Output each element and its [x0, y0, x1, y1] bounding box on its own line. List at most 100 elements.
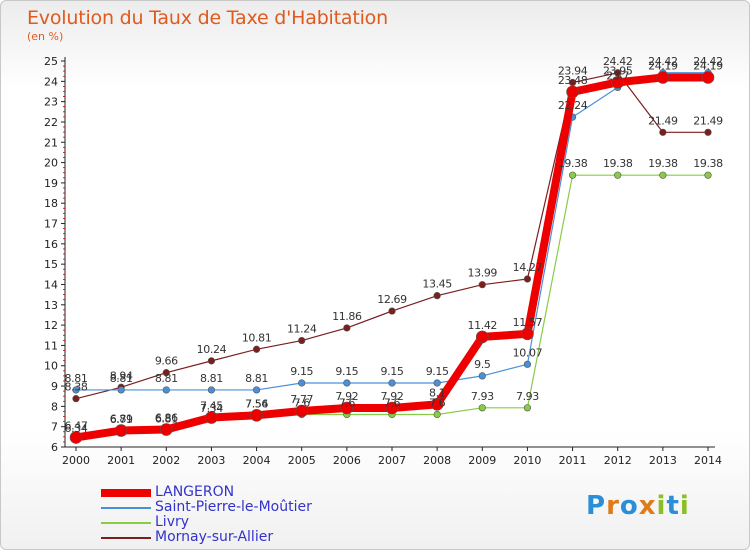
data-label: 14.27 [513, 261, 543, 274]
logo-letter: i [656, 491, 667, 521]
y-tick-label: 16 [44, 238, 58, 251]
data-label: 7.6 [384, 396, 401, 409]
data-label: 6.34 [65, 422, 88, 435]
data-point [388, 379, 396, 387]
data-label: 11.57 [513, 316, 543, 329]
data-point [566, 85, 579, 99]
data-point [340, 401, 354, 415]
data-point [430, 398, 444, 411]
data-label: 8.38 [65, 381, 88, 394]
data-point [478, 281, 486, 289]
data-point [475, 330, 489, 344]
y-tick-label: 20 [44, 157, 58, 170]
data-point [252, 345, 261, 353]
data-label: 21.49 [693, 114, 723, 127]
data-label: 24.19 [648, 59, 678, 72]
chart-unit: (en %) [27, 30, 64, 43]
data-label: 10.07 [513, 346, 543, 359]
data-label: 21.49 [648, 114, 678, 127]
legend-swatch [101, 522, 151, 524]
data-point [207, 386, 216, 394]
data-label: 9.5 [474, 358, 491, 371]
data-point [114, 424, 128, 437]
data-point [433, 379, 441, 387]
proxiti-logo: Proxiti [586, 491, 690, 521]
data-point [385, 401, 399, 415]
data-label: 8.81 [65, 372, 88, 385]
data-label: 24.42 [648, 55, 678, 68]
data-label: 9.15 [290, 365, 313, 378]
data-label: 7.45 [200, 400, 223, 413]
data-label: 9.15 [426, 365, 449, 378]
data-point [298, 336, 306, 345]
data-label: 6.79 [110, 413, 133, 426]
x-tick-label: 2008 [423, 454, 451, 467]
data-point [704, 171, 712, 179]
data-label: 7.56 [245, 397, 268, 410]
y-tick-label: 23 [44, 96, 58, 109]
x-tick-label: 2014 [694, 454, 722, 467]
data-point [205, 411, 218, 424]
data-label: 12.69 [377, 293, 407, 306]
data-point [523, 404, 532, 412]
data-point [72, 395, 80, 403]
logo-letter: i [679, 491, 690, 521]
data-point [343, 324, 351, 332]
y-tick-label: 15 [44, 258, 58, 271]
data-point [343, 379, 351, 387]
data-point [388, 307, 396, 315]
data-point [478, 372, 486, 380]
data-point [72, 386, 80, 394]
x-tick-label: 2005 [288, 454, 316, 467]
data-label: 9.15 [381, 365, 404, 378]
data-point [433, 410, 441, 419]
x-tick-label: 2011 [559, 454, 587, 467]
y-tick-label: 11 [44, 339, 58, 352]
data-point [433, 292, 441, 300]
data-label: 10.81 [242, 331, 272, 344]
data-point [523, 360, 532, 368]
chart-title: Evolution du Taux de Taxe d'Habitation [27, 7, 388, 29]
data-label: 19.38 [648, 157, 678, 170]
data-point [523, 275, 532, 283]
legend-label: LANGERON [155, 484, 235, 500]
series-line [75, 72, 709, 391]
x-tick-label: 2009 [468, 454, 496, 467]
x-tick-label: 2012 [604, 454, 632, 467]
data-label: 23.94 [558, 65, 588, 78]
data-point [298, 379, 306, 387]
data-point [162, 386, 170, 394]
data-label: 8.1 [429, 386, 445, 399]
x-tick-label: 2003 [197, 454, 225, 467]
data-label: 8.81 [200, 372, 223, 385]
y-tick-label: 13 [44, 299, 58, 312]
data-label: 9.66 [155, 355, 178, 368]
data-point [252, 386, 261, 394]
series-line [75, 72, 709, 400]
y-tick-label: 12 [44, 319, 58, 332]
data-label: 7.54 [245, 398, 268, 411]
data-label: 24.42 [603, 55, 633, 68]
data-point [659, 171, 667, 179]
data-label: 13.45 [422, 278, 452, 291]
legend-swatch [101, 537, 151, 539]
x-tick-label: 2006 [333, 454, 361, 467]
data-label: 22.24 [558, 99, 588, 112]
data-point [117, 386, 125, 394]
legend-swatch [101, 507, 151, 509]
data-label: 7.93 [471, 390, 494, 403]
data-label: 7.6 [339, 396, 356, 409]
data-point [614, 171, 622, 179]
y-tick-label: 17 [44, 218, 58, 231]
data-label: 13.99 [468, 267, 498, 280]
data-label: 11.42 [468, 319, 498, 332]
data-label: 7.92 [381, 390, 404, 403]
legend-swatch [101, 489, 151, 497]
data-label: 24.42 [693, 55, 723, 68]
data-label: 6.47 [65, 419, 88, 432]
data-label: 7.6 [429, 396, 446, 409]
y-tick-label: 21 [44, 136, 58, 149]
data-label: 6.86 [155, 412, 178, 425]
